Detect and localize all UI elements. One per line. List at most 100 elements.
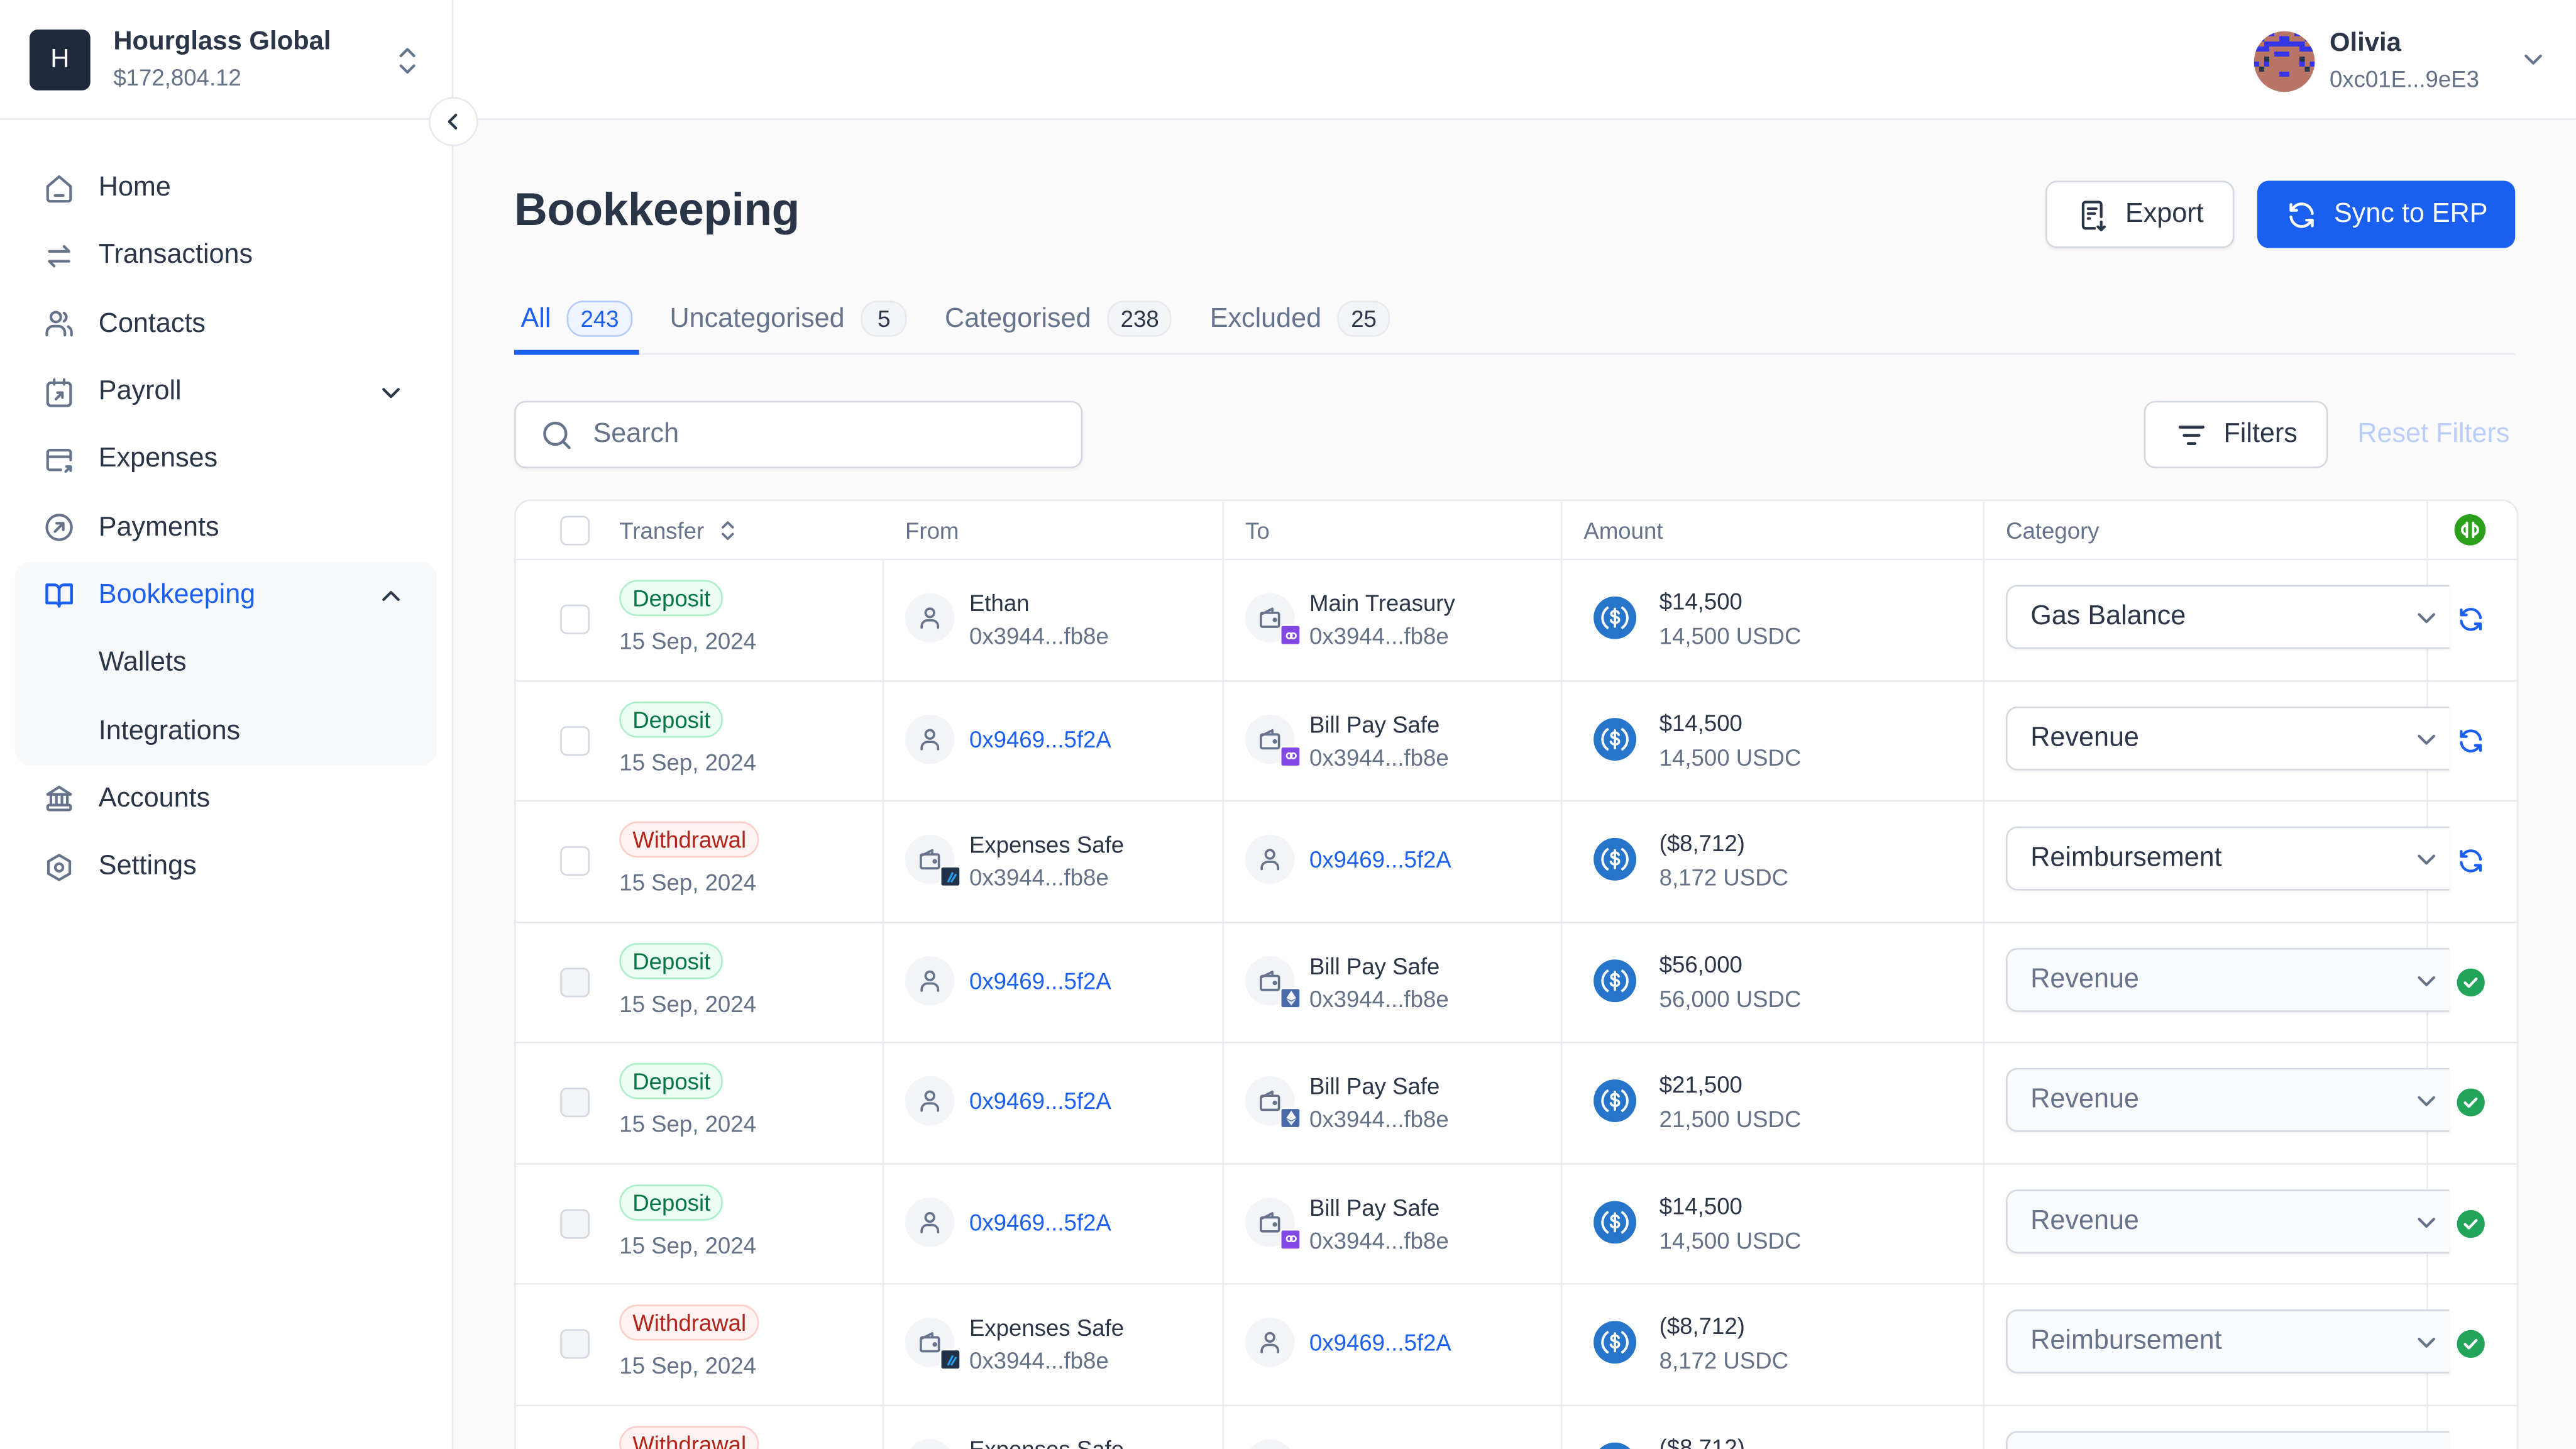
user-address: 0xc01E...9eE3: [2329, 65, 2479, 92]
synced-check-icon[interactable]: [2456, 1329, 2485, 1358]
column-header-amount: Amount: [1583, 516, 1663, 543]
chevron-down-icon[interactable]: [378, 379, 404, 405]
amount-cell: $14,500 14,500 USDC: [1561, 1162, 1983, 1282]
contact-avatar: [1245, 834, 1295, 884]
sync-to-erp-button[interactable]: Sync to ERP: [2257, 180, 2516, 248]
category-select[interactable]: Gas Balance: [2006, 585, 2450, 649]
usdc-token-icon: [1593, 717, 1637, 760]
sidebar-item-expenses[interactable]: Expenses: [15, 426, 438, 493]
tab-label: All: [520, 303, 551, 333]
home-icon: [43, 172, 75, 204]
address-link[interactable]: 0x9469...5f2A: [969, 1208, 1111, 1235]
quickbooks-logo-icon: [2454, 514, 2486, 546]
sidebar-subitem-integrations[interactable]: Integrations: [15, 697, 438, 765]
column-header-erp: [2454, 501, 2486, 558]
fiat-amount: ($8,712): [1659, 1433, 1745, 1449]
search-input[interactable]: [590, 417, 1057, 452]
category-select[interactable]: Revenue: [2006, 705, 2450, 770]
sidebar-item-label: Payments: [98, 512, 219, 542]
wallet-icon: [920, 849, 940, 870]
sidebar-item-label: Accounts: [98, 783, 211, 813]
synced-check-icon[interactable]: [2456, 1208, 2485, 1238]
document-download-icon: [2081, 200, 2106, 231]
column-header-transfer[interactable]: Transfer: [619, 501, 737, 558]
category-cell: Revenue: [1983, 680, 2450, 800]
transfer-type-badge: Deposit: [619, 700, 724, 737]
collapse-sidebar-button[interactable]: [429, 97, 478, 146]
fiat-amount: $56,000: [1659, 950, 1742, 977]
token-amount: 14,500 USDC: [1659, 743, 1802, 770]
row-checkbox[interactable]: [560, 1329, 590, 1359]
address-link[interactable]: 0x9469...5f2A: [1309, 1329, 1451, 1356]
wallet-name: Bill Pay Safe: [1309, 1072, 1440, 1099]
address-link[interactable]: 0x9469...5f2A: [969, 967, 1111, 993]
category-select[interactable]: Revenue: [2006, 1067, 2450, 1132]
chevron-up-down-icon[interactable]: [393, 45, 422, 77]
user-menu[interactable]: Olivia 0xc01E...9eE3: [2254, 28, 2546, 94]
category-select[interactable]: Revenue: [2006, 947, 2450, 1011]
sidebar-item-home[interactable]: Home: [15, 155, 438, 223]
category-select[interactable]: [2006, 1430, 2450, 1449]
transfer-date: 15 Sep, 2024: [619, 627, 756, 654]
sync-refresh-icon[interactable]: [2456, 725, 2485, 755]
row-checkbox[interactable]: [560, 967, 590, 997]
tab-excluded[interactable]: Excluded 25: [1203, 289, 1396, 348]
sidebar-item-label: Payroll: [98, 376, 182, 406]
usdc-token-icon: [1593, 1321, 1637, 1364]
usdc-token-icon: [1593, 1200, 1637, 1243]
transfer-type-badge: Deposit: [619, 942, 724, 979]
sidebar-item-settings[interactable]: Settings: [15, 833, 438, 901]
chevron-down-icon[interactable]: [2520, 46, 2546, 72]
category-select[interactable]: Reimbursement: [2006, 826, 2450, 891]
row-checkbox[interactable]: [560, 604, 590, 634]
wallet-address: 0x3944...fb8e: [1309, 984, 1449, 1011]
transactions-table: Transfer From To Amount Category Deposit…: [514, 499, 2519, 1449]
row-checkbox[interactable]: [560, 1088, 590, 1118]
export-button[interactable]: Export: [2045, 180, 2235, 248]
category-select[interactable]: Revenue: [2006, 1188, 2450, 1253]
contact-avatar: [1245, 1318, 1295, 1367]
transfer-date: 15 Sep, 2024: [619, 1231, 756, 1258]
sidebar-item-bookkeeping[interactable]: Bookkeeping: [15, 561, 438, 629]
chevron-up-icon[interactable]: [378, 583, 404, 609]
refresh-icon: [2289, 201, 2313, 228]
org-switcher[interactable]: H Hourglass Global $172,804.12: [0, 0, 452, 120]
filters-button[interactable]: Filters: [2144, 400, 2328, 468]
sidebar-item-accounts[interactable]: Accounts: [15, 765, 438, 833]
search-box[interactable]: [514, 400, 1083, 468]
wallet-icon: [920, 1332, 940, 1353]
sync-refresh-icon[interactable]: [2456, 846, 2485, 876]
wallet-name: Bill Pay Safe: [1309, 710, 1440, 737]
tab-categorised[interactable]: Categorised 238: [938, 289, 1179, 348]
transfer-type-badge: Withdrawal: [619, 821, 760, 858]
erp-status-cell: [2426, 559, 2517, 679]
synced-check-icon[interactable]: [2456, 967, 2485, 996]
synced-check-icon[interactable]: [2456, 1088, 2485, 1117]
table-header: Transfer From To Amount Category: [515, 501, 2517, 561]
address-link[interactable]: 0x9469...5f2A: [969, 1088, 1111, 1114]
table-row: Withdrawal 15 Sep, 2024 Expenses Safe 0x…: [515, 800, 2517, 923]
sidebar-item-payments[interactable]: Payments: [15, 493, 438, 561]
reset-filters-link[interactable]: Reset Filters: [2357, 419, 2510, 449]
select-all-checkbox[interactable]: [560, 515, 590, 546]
from-cell: 0x9469...5f2A: [882, 921, 1222, 1041]
category-select[interactable]: Reimbursement: [2006, 1309, 2450, 1374]
category-cell: Revenue: [1983, 921, 2450, 1041]
sync-refresh-icon[interactable]: [2456, 605, 2485, 634]
wallet-address: 0x3944...fb8e: [1309, 1226, 1449, 1253]
sidebar-item-payroll[interactable]: Payroll: [15, 358, 438, 426]
sidebar-item-contacts[interactable]: Contacts: [15, 290, 438, 358]
sidebar-subitem-wallets[interactable]: Wallets: [15, 629, 438, 697]
tab-uncategorised[interactable]: Uncategorised 5: [663, 289, 913, 348]
erp-status-cell: [2426, 1404, 2517, 1449]
row-checkbox[interactable]: [560, 846, 590, 876]
row-checkbox[interactable]: [560, 725, 590, 755]
bank-icon: [43, 783, 75, 815]
address-link[interactable]: 0x9469...5f2A: [1309, 846, 1451, 873]
tab-all[interactable]: All 243: [514, 289, 639, 355]
erp-status-cell: [2426, 1162, 2517, 1282]
category-value: Reimbursement: [2030, 1326, 2222, 1356]
address-link[interactable]: 0x9469...5f2A: [969, 725, 1111, 752]
row-checkbox[interactable]: [560, 1208, 590, 1238]
sidebar-item-transactions[interactable]: Transactions: [15, 223, 438, 290]
